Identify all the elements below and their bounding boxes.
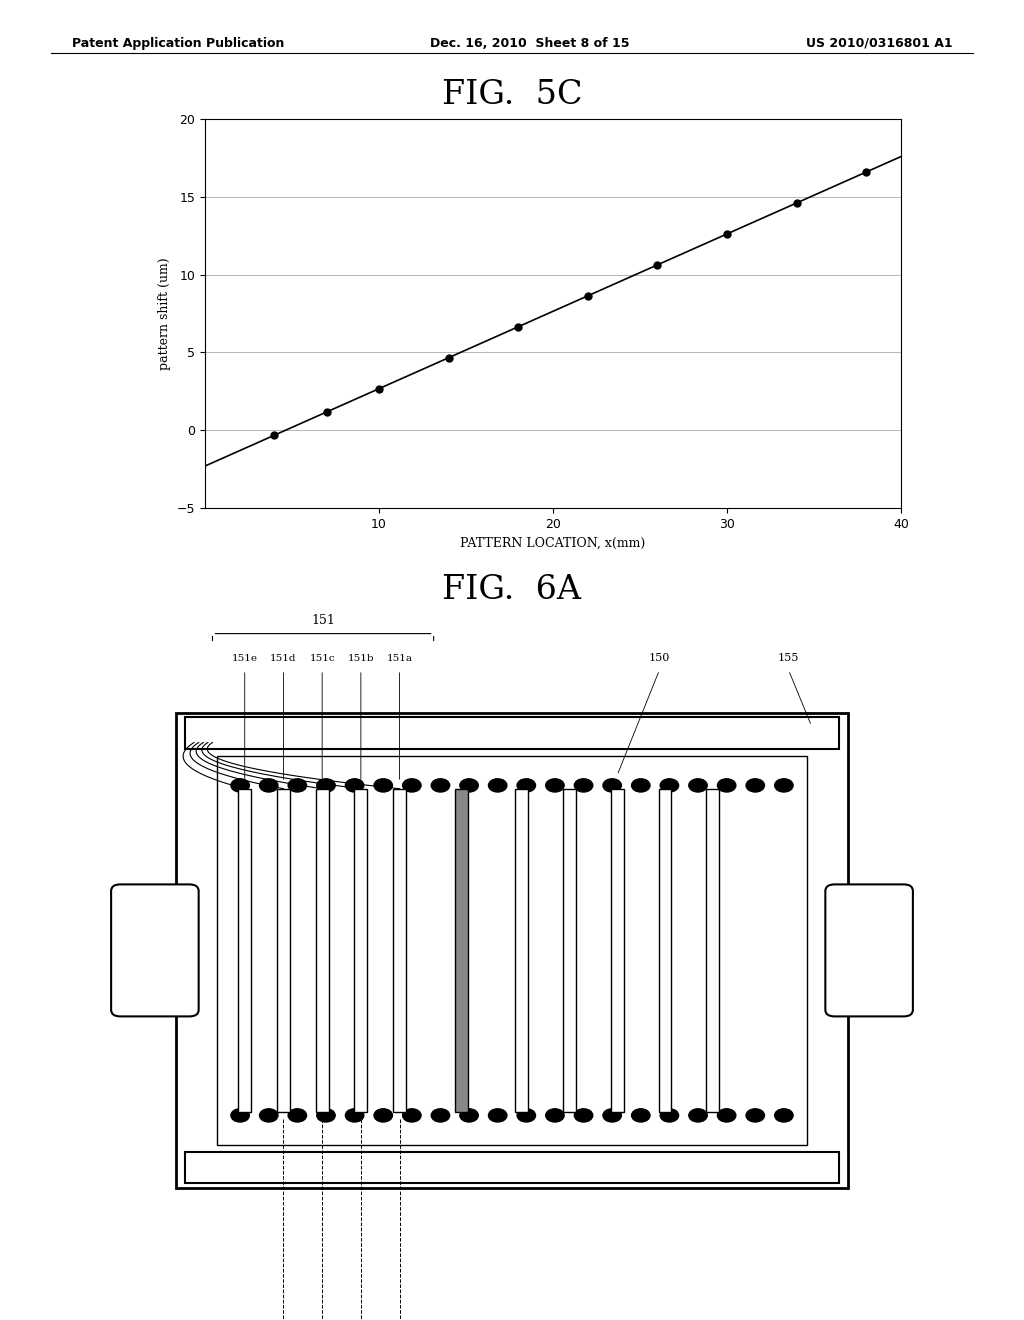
Circle shape bbox=[632, 1109, 650, 1122]
Circle shape bbox=[689, 779, 708, 792]
Circle shape bbox=[345, 1109, 364, 1122]
Circle shape bbox=[574, 779, 593, 792]
Circle shape bbox=[402, 1109, 421, 1122]
Text: 151c: 151c bbox=[309, 655, 335, 663]
Bar bbox=[455, 789, 468, 1111]
Bar bbox=[563, 789, 575, 1111]
Circle shape bbox=[230, 1109, 250, 1122]
Text: 151: 151 bbox=[311, 614, 335, 627]
Bar bbox=[176, 713, 848, 1188]
Circle shape bbox=[259, 1109, 278, 1122]
Circle shape bbox=[718, 1109, 736, 1122]
Circle shape bbox=[259, 779, 278, 792]
Circle shape bbox=[488, 779, 507, 792]
Circle shape bbox=[316, 1109, 335, 1122]
Circle shape bbox=[460, 779, 478, 792]
Bar bbox=[707, 789, 720, 1111]
Circle shape bbox=[632, 779, 650, 792]
Circle shape bbox=[517, 1109, 536, 1122]
Circle shape bbox=[746, 779, 765, 792]
Bar bbox=[185, 1151, 840, 1183]
Bar bbox=[217, 755, 807, 1144]
Circle shape bbox=[374, 1109, 392, 1122]
FancyBboxPatch shape bbox=[112, 884, 199, 1016]
X-axis label: PATTERN LOCATION, x(mm): PATTERN LOCATION, x(mm) bbox=[461, 536, 645, 549]
Circle shape bbox=[546, 1109, 564, 1122]
Text: 150: 150 bbox=[649, 653, 670, 663]
Bar bbox=[658, 789, 672, 1111]
Circle shape bbox=[574, 1109, 593, 1122]
Circle shape bbox=[718, 779, 736, 792]
Text: Dec. 16, 2010  Sheet 8 of 15: Dec. 16, 2010 Sheet 8 of 15 bbox=[430, 37, 630, 50]
Circle shape bbox=[460, 1109, 478, 1122]
Bar bbox=[276, 789, 290, 1111]
Bar bbox=[185, 718, 840, 750]
Circle shape bbox=[488, 1109, 507, 1122]
Circle shape bbox=[288, 779, 306, 792]
Circle shape bbox=[402, 779, 421, 792]
Circle shape bbox=[517, 779, 536, 792]
Circle shape bbox=[431, 1109, 450, 1122]
Bar bbox=[315, 789, 329, 1111]
Circle shape bbox=[431, 779, 450, 792]
Circle shape bbox=[660, 1109, 679, 1122]
Text: 151a: 151a bbox=[387, 655, 413, 663]
Text: Patent Application Publication: Patent Application Publication bbox=[72, 37, 284, 50]
Text: 151e: 151e bbox=[231, 655, 258, 663]
Circle shape bbox=[603, 779, 622, 792]
Bar bbox=[239, 789, 251, 1111]
Text: 151b: 151b bbox=[347, 655, 374, 663]
Bar bbox=[393, 789, 406, 1111]
Circle shape bbox=[746, 1109, 765, 1122]
Circle shape bbox=[374, 779, 392, 792]
Circle shape bbox=[775, 779, 794, 792]
Circle shape bbox=[316, 779, 335, 792]
FancyBboxPatch shape bbox=[825, 884, 913, 1016]
Y-axis label: pattern shift (um): pattern shift (um) bbox=[158, 257, 171, 370]
Bar bbox=[610, 789, 624, 1111]
Text: US 2010/0316801 A1: US 2010/0316801 A1 bbox=[806, 37, 952, 50]
Text: 151d: 151d bbox=[270, 655, 297, 663]
Circle shape bbox=[546, 779, 564, 792]
Circle shape bbox=[230, 779, 250, 792]
Text: FIG.  5C: FIG. 5C bbox=[441, 79, 583, 111]
Circle shape bbox=[660, 779, 679, 792]
Circle shape bbox=[689, 1109, 708, 1122]
Circle shape bbox=[345, 779, 364, 792]
Bar bbox=[515, 789, 527, 1111]
Circle shape bbox=[288, 1109, 306, 1122]
Bar bbox=[354, 789, 368, 1111]
Circle shape bbox=[775, 1109, 794, 1122]
Circle shape bbox=[603, 1109, 622, 1122]
Text: FIG.  6A: FIG. 6A bbox=[442, 574, 582, 606]
Text: 155: 155 bbox=[778, 653, 799, 663]
